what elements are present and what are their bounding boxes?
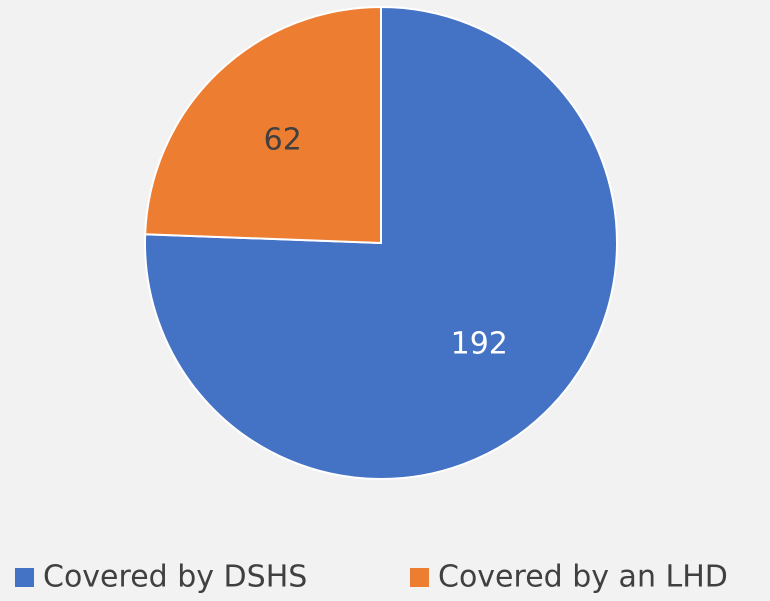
data-label: 62 xyxy=(264,123,302,158)
legend-label: Covered by DSHS xyxy=(43,560,307,595)
legend-label: Covered by an LHD xyxy=(438,560,728,595)
data-label: 192 xyxy=(451,326,508,361)
legend-swatch xyxy=(410,568,429,587)
pie-slice xyxy=(144,5,382,245)
legend-swatch xyxy=(15,568,34,587)
